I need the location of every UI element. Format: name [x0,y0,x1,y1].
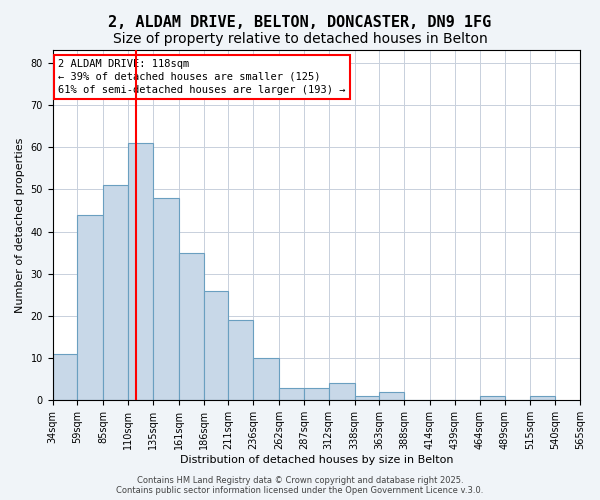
Text: Size of property relative to detached houses in Belton: Size of property relative to detached ho… [113,32,487,46]
Text: 2, ALDAM DRIVE, BELTON, DONCASTER, DN9 1FG: 2, ALDAM DRIVE, BELTON, DONCASTER, DN9 1… [109,15,491,30]
Bar [253,358,279,401]
Text: 2 ALDAM DRIVE: 118sqm
← 39% of detached houses are smaller (125)
61% of semi-det: 2 ALDAM DRIVE: 118sqm ← 39% of detached … [58,59,346,95]
X-axis label: Distribution of detached houses by size in Belton: Distribution of detached houses by size … [179,455,453,465]
Bar [329,384,355,400]
Bar [53,354,77,401]
Bar [279,388,304,400]
Bar [203,290,229,401]
Bar [103,185,128,400]
Bar [77,214,103,400]
Bar [128,143,153,401]
Bar [229,320,253,400]
Bar [530,396,555,400]
Bar [355,396,379,400]
Bar [304,388,329,400]
Bar [179,252,203,400]
Text: Contains HM Land Registry data © Crown copyright and database right 2025.
Contai: Contains HM Land Registry data © Crown c… [116,476,484,495]
Bar [379,392,404,400]
Bar [479,396,505,400]
Y-axis label: Number of detached properties: Number of detached properties [15,138,25,313]
Bar [153,198,179,400]
